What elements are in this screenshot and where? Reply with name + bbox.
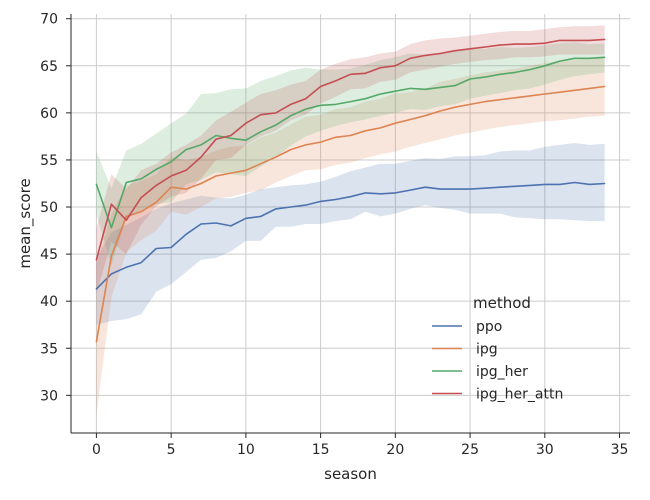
band-ipg_her — [96, 42, 605, 266]
axes — [66, 14, 630, 438]
line-ipg — [95, 85, 606, 343]
series-lines — [95, 38, 606, 343]
y-tick-label: 45 — [40, 247, 58, 263]
x-tick-label: 25 — [461, 442, 479, 458]
x-tick-label: 0 — [92, 442, 101, 458]
legend-title: method — [473, 294, 531, 312]
y-tick-label: 70 — [40, 12, 58, 28]
legend: method ppo ipg ipg_her ipg_her_attn — [432, 294, 563, 403]
y-tick-label: 50 — [40, 200, 58, 216]
x-axis-label: season — [324, 465, 377, 483]
legend-label-ppo: ppo — [476, 319, 502, 335]
x-tick-label: 35 — [611, 442, 629, 458]
legend-label-ipg_her: ipg_her — [476, 364, 528, 380]
y-axis-label: mean_score — [16, 178, 35, 268]
y-tick-label: 30 — [40, 388, 58, 404]
y-tick-label: 35 — [40, 341, 58, 357]
line-ppo — [95, 181, 606, 290]
line-ipg_her — [95, 56, 606, 229]
x-tick-label: 10 — [237, 442, 255, 458]
y-tick-label: 65 — [40, 59, 58, 75]
line-ipg_her_attn — [95, 38, 606, 261]
grid — [71, 14, 630, 433]
legend-label-ipg: ipg — [476, 342, 498, 358]
confidence-bands — [96, 25, 605, 415]
legend-label-ipg_her_attn: ipg_her_attn — [476, 387, 563, 403]
y-tick-label: 40 — [40, 294, 58, 310]
y-tick-label: 55 — [40, 153, 58, 169]
x-tick-label: 5 — [167, 442, 176, 458]
x-tick-label: 15 — [312, 442, 330, 458]
x-tick-label: 20 — [386, 442, 404, 458]
y-tick-label: 60 — [40, 106, 58, 122]
x-tick-label: 30 — [536, 442, 554, 458]
tick-labels: 0 5 10 15 20 25 30 35 30 35 40 45 50 55 60 65 70 — [40, 12, 628, 458]
